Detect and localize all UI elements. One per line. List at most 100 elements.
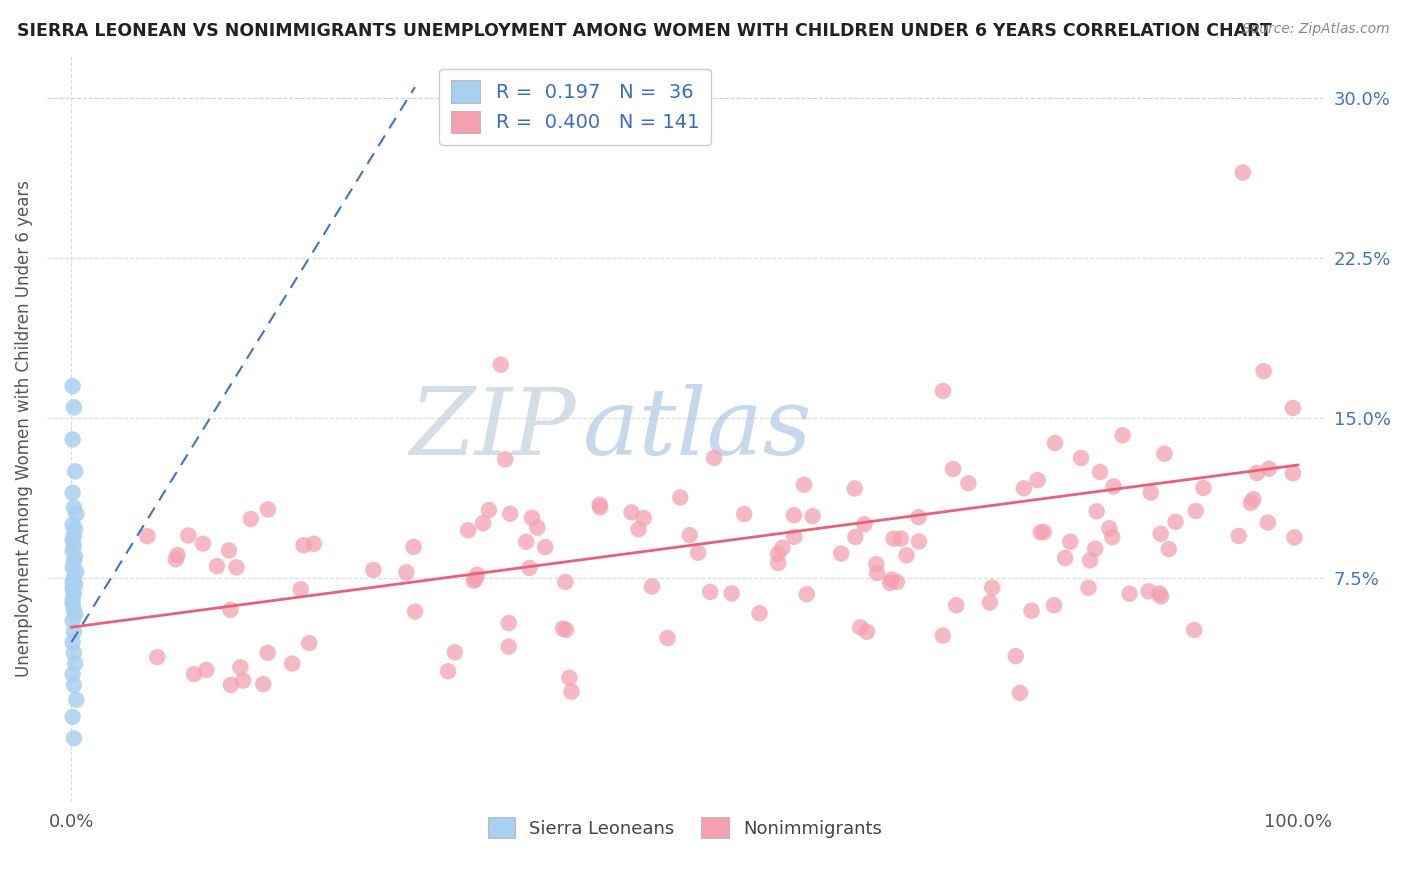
Point: [478, 503, 501, 517]
Point: [1284, 530, 1306, 544]
Point: [1241, 492, 1264, 507]
Point: [844, 482, 866, 496]
Point: [1282, 467, 1305, 481]
Point: [363, 563, 385, 577]
Legend: Sierra Leoneans, Nonimmigrants: Sierra Leoneans, Nonimmigrants: [481, 810, 889, 846]
Point: [62, 560, 84, 574]
Point: [1084, 541, 1107, 556]
Point: [457, 524, 479, 538]
Point: [1257, 516, 1279, 530]
Point: [1182, 623, 1205, 637]
Point: [498, 640, 520, 654]
Text: ZIP: ZIP: [409, 384, 576, 474]
Point: [1029, 525, 1052, 540]
Point: [191, 536, 214, 550]
Point: [957, 476, 980, 491]
Point: [257, 502, 280, 516]
Point: [63, 607, 86, 622]
Point: [1157, 542, 1180, 557]
Point: [519, 561, 541, 575]
Point: [1164, 515, 1187, 529]
Point: [302, 537, 325, 551]
Point: [932, 384, 955, 398]
Point: [515, 534, 537, 549]
Point: [1111, 428, 1133, 442]
Point: [620, 505, 643, 519]
Point: [1258, 461, 1281, 475]
Point: [62, 710, 84, 724]
Point: [1032, 524, 1054, 539]
Point: [783, 530, 806, 544]
Point: [62, 543, 84, 558]
Point: [589, 500, 612, 515]
Point: [679, 528, 702, 542]
Point: [465, 567, 488, 582]
Point: [225, 560, 247, 574]
Point: [63, 401, 86, 415]
Point: [1043, 436, 1066, 450]
Point: [796, 587, 818, 601]
Point: [748, 607, 770, 621]
Point: [63, 500, 86, 515]
Point: [395, 566, 418, 580]
Point: [766, 547, 789, 561]
Point: [942, 462, 965, 476]
Point: [880, 573, 903, 587]
Point: [62, 575, 84, 590]
Point: [292, 538, 315, 552]
Point: [63, 464, 86, 478]
Text: Source: ZipAtlas.com: Source: ZipAtlas.com: [1241, 22, 1389, 37]
Point: [165, 552, 187, 566]
Point: [177, 528, 200, 542]
Point: [669, 491, 692, 505]
Point: [463, 574, 485, 588]
Point: [1088, 465, 1111, 479]
Point: [472, 516, 495, 531]
Point: [526, 520, 548, 534]
Point: [63, 586, 86, 600]
Point: [1078, 553, 1101, 567]
Point: [979, 595, 1001, 609]
Point: [1070, 450, 1092, 465]
Point: [489, 358, 512, 372]
Point: [1139, 485, 1161, 500]
Point: [1054, 551, 1077, 566]
Point: [166, 548, 188, 562]
Point: [657, 631, 679, 645]
Point: [1153, 447, 1175, 461]
Point: [63, 624, 86, 639]
Point: [62, 533, 84, 547]
Point: [63, 603, 86, 617]
Point: [65, 565, 87, 579]
Point: [1149, 586, 1171, 600]
Point: [720, 586, 742, 600]
Point: [772, 541, 794, 555]
Point: [437, 665, 460, 679]
Point: [801, 509, 824, 524]
Point: [1253, 364, 1275, 378]
Text: SIERRA LEONEAN VS NONIMMIGRANTS UNEMPLOYMENT AMONG WOMEN WITH CHILDREN UNDER 6 Y: SIERRA LEONEAN VS NONIMMIGRANTS UNEMPLOY…: [17, 22, 1271, 40]
Point: [554, 574, 576, 589]
Point: [136, 529, 159, 543]
Point: [494, 452, 516, 467]
Point: [932, 628, 955, 642]
Point: [232, 673, 254, 688]
Point: [1137, 584, 1160, 599]
Point: [63, 577, 86, 591]
Point: [883, 532, 905, 546]
Point: [907, 510, 929, 524]
Point: [63, 539, 86, 553]
Point: [464, 572, 486, 586]
Point: [1101, 530, 1123, 544]
Point: [62, 597, 84, 611]
Point: [1118, 587, 1140, 601]
Point: [281, 657, 304, 671]
Point: [62, 614, 84, 628]
Point: [239, 512, 262, 526]
Point: [844, 530, 866, 544]
Point: [879, 576, 901, 591]
Point: [218, 543, 240, 558]
Point: [534, 540, 557, 554]
Point: [856, 624, 879, 639]
Point: [520, 511, 543, 525]
